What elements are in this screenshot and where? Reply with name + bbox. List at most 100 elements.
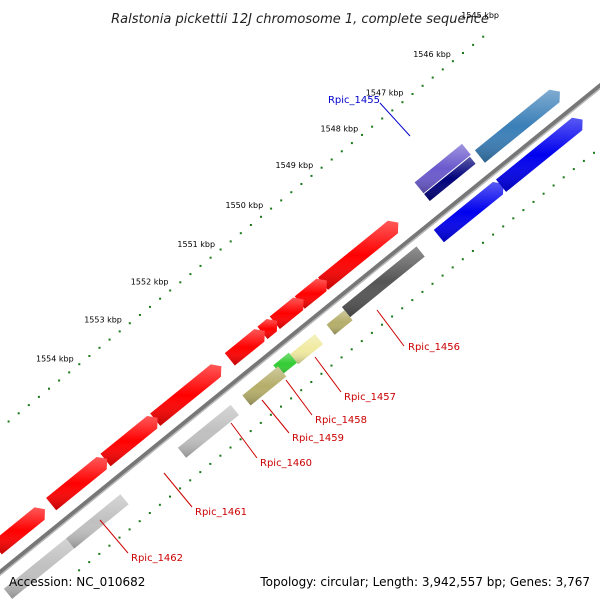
scale-dot <box>78 569 81 572</box>
kbp-tick-label: 1551 kbp <box>177 240 215 249</box>
scale-dot <box>159 297 162 300</box>
scale-dot <box>68 371 71 374</box>
chromosome-backbone <box>0 82 600 577</box>
scale-dot <box>189 273 192 276</box>
scale-dot <box>239 438 242 441</box>
scale-dot <box>148 512 151 514</box>
scale-dot <box>472 43 475 46</box>
scale-dot <box>78 363 81 366</box>
scale-dot <box>411 299 414 302</box>
scale-dot <box>482 35 485 38</box>
kbp-tick-labels: 1545 kbp 1546 kbp 1547 kbp 1548 kbp 1549 kbp… <box>36 11 499 363</box>
scale-dot <box>461 258 464 261</box>
scale-dot <box>260 215 262 218</box>
scale-dot <box>441 274 444 277</box>
scale-dot <box>239 232 242 235</box>
feature-track <box>0 89 583 599</box>
scale-dot <box>381 117 384 120</box>
scale-dot <box>88 561 91 564</box>
scale-dot <box>320 166 323 169</box>
gene-callout-line <box>314 356 342 393</box>
backbone-line <box>0 82 600 576</box>
scale-dot <box>411 93 414 95</box>
scale-dot <box>512 217 515 220</box>
scale-dot <box>138 314 141 316</box>
scale-dot <box>149 305 151 308</box>
kbp-tick-label: 1554 kbp <box>36 354 74 363</box>
scale-dot <box>330 158 333 161</box>
scale-dot <box>361 133 363 136</box>
scale-dot <box>300 183 303 185</box>
scale-dot <box>371 125 374 128</box>
scale-dot <box>7 420 10 423</box>
gene-callout-line <box>230 422 258 459</box>
scale-dot <box>290 397 293 400</box>
gene-label: Rpic_1460 <box>260 458 312 469</box>
gene-label: Rpic_1455 <box>328 95 380 106</box>
accession-text: Accession: NC_010682 <box>9 575 145 589</box>
scale-dot <box>451 60 454 63</box>
scale-dot <box>421 84 424 87</box>
scale-dot <box>209 462 212 465</box>
scale-dot <box>269 413 272 416</box>
scale-dot <box>229 240 232 243</box>
scale-dot <box>48 387 50 390</box>
gene-callout-line <box>163 472 193 508</box>
scale-dot <box>128 528 131 531</box>
gene-label: Rpic_1458 <box>315 415 367 426</box>
scale-dot <box>330 364 333 367</box>
scale-dot <box>209 256 212 259</box>
gene-callout-line <box>379 102 411 137</box>
scale-dot <box>249 224 252 226</box>
scale-dot <box>249 430 252 433</box>
scale-dot <box>310 381 313 383</box>
kbp-tick-label: 1549 kbp <box>275 161 313 170</box>
kbp-tick-label: 1553 kbp <box>84 315 122 324</box>
scale-dot <box>492 233 495 236</box>
gene-callout-line <box>376 309 405 347</box>
scale-dot <box>138 520 141 523</box>
scale-dot <box>108 338 111 341</box>
scale-dot <box>199 264 202 267</box>
scale-dot <box>189 479 192 482</box>
kbp-scale-dots <box>7 35 595 572</box>
scale-dot <box>532 200 535 203</box>
scale-dot <box>462 52 464 54</box>
scale-dot <box>552 184 555 187</box>
scale-dot <box>370 331 373 334</box>
scale-dot <box>290 191 293 194</box>
gene-callout-line <box>261 399 290 434</box>
scale-dot <box>128 322 131 325</box>
scale-dot <box>280 199 283 202</box>
scale-dot <box>431 76 434 79</box>
scale-dot <box>88 355 91 357</box>
scale-dot <box>522 209 525 212</box>
scale-dot <box>108 544 111 547</box>
gene-label: Rpic_1461 <box>195 507 247 518</box>
scale-dot <box>593 151 595 154</box>
scale-dot <box>219 454 222 457</box>
scale-dot <box>340 356 343 359</box>
scale-dot <box>310 174 313 177</box>
gene-callouts: Rpic_1455 Rpic_1456 Rpic_1457 Rpic_1458 Rpic… <box>99 95 460 564</box>
scale-dot <box>179 281 182 284</box>
scale-dot <box>391 109 394 112</box>
scale-dot <box>471 250 474 252</box>
scale-dot <box>320 372 323 375</box>
scale-dot <box>98 346 101 349</box>
scale-dot <box>482 241 484 244</box>
scale-dot <box>280 405 282 408</box>
scale-dot <box>350 142 353 145</box>
gene-callout-line <box>99 519 129 554</box>
topology-text: Topology: circular; Length: 3,942,557 bp… <box>259 575 590 589</box>
scale-dot <box>169 495 171 498</box>
kbp-tick-label: 1550 kbp <box>225 201 263 210</box>
scale-dot <box>542 192 545 195</box>
scale-dot <box>259 421 262 424</box>
map-title: Ralstonia pickettii 12J chromosome 1, co… <box>111 12 489 27</box>
scale-dot <box>381 323 383 326</box>
scale-dot <box>350 348 353 351</box>
gene-label: Rpic_1462 <box>131 553 183 564</box>
gene-label: Rpic_1456 <box>408 342 460 353</box>
gene-callout-line <box>285 379 313 416</box>
